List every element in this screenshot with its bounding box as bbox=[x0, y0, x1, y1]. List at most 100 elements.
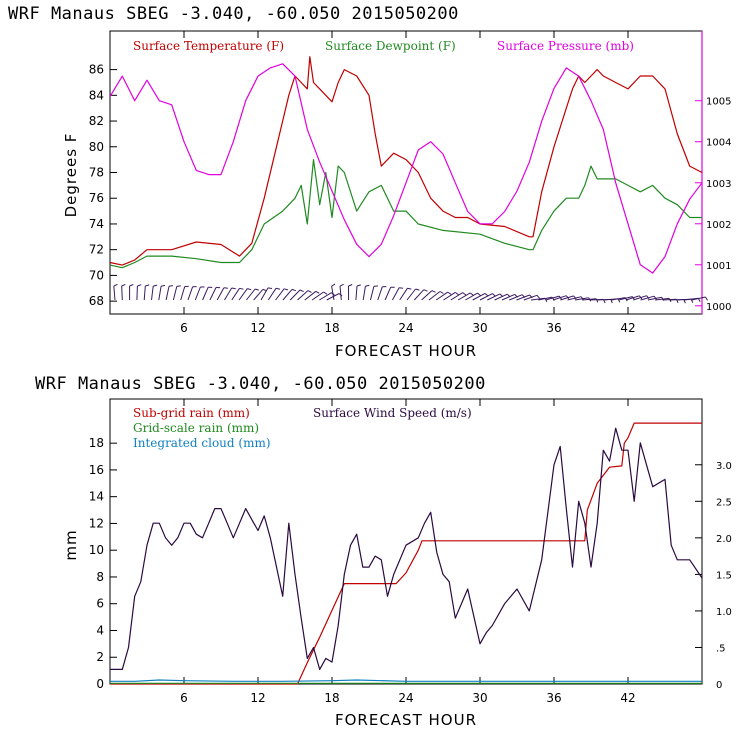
series-line-surface-temperature-f bbox=[109, 56, 703, 266]
y-tick-label: 12 bbox=[89, 516, 104, 530]
wind-barb bbox=[567, 296, 582, 301]
wind-barb bbox=[377, 286, 383, 301]
y-tick-label: 0 bbox=[96, 677, 104, 691]
wind-barb bbox=[662, 298, 677, 301]
y2-tick-label: 1001 bbox=[706, 261, 731, 272]
x-tick-label: 12 bbox=[250, 691, 265, 705]
chart1-title: WRF Manaus SBEG -3.040, -60.050 20150502… bbox=[8, 4, 459, 24]
legend-surface-dewpoint: Surface Dewpoint (F) bbox=[325, 39, 456, 53]
y-tick-label: 8 bbox=[96, 570, 104, 584]
x-tick-label: 6 bbox=[180, 321, 188, 335]
y-tick-label: 78 bbox=[89, 166, 104, 180]
y2-tick-label: 1.5 bbox=[716, 570, 732, 581]
x-tick-label: 30 bbox=[472, 691, 487, 705]
wind-barb bbox=[362, 286, 366, 301]
x-tick-label: 42 bbox=[620, 691, 635, 705]
wind-barb-flag bbox=[223, 287, 228, 289]
wind-barb bbox=[319, 292, 332, 301]
wind-barb bbox=[413, 289, 425, 301]
x-tick-label: 24 bbox=[398, 691, 413, 705]
y2-tick-label: 1000 bbox=[706, 302, 731, 313]
chart2-x-ticks: 6 12 18 24 30 36 42 bbox=[180, 399, 636, 705]
y-tick-label: 86 bbox=[89, 63, 104, 77]
wind-barb-flag bbox=[299, 289, 304, 293]
wind-barb-flag bbox=[356, 284, 361, 287]
wind-barb-flag bbox=[653, 295, 657, 300]
wind-barb bbox=[165, 286, 170, 301]
y-tick-label: 76 bbox=[89, 191, 104, 205]
wind-barb bbox=[618, 296, 633, 301]
wind-barb bbox=[479, 293, 493, 301]
wind-barb bbox=[231, 288, 240, 301]
y-tick-label: 6 bbox=[96, 597, 104, 611]
wind-barb bbox=[494, 293, 508, 301]
wind-barb bbox=[275, 288, 285, 301]
wind-barb bbox=[684, 297, 699, 301]
wind-barb bbox=[246, 288, 256, 301]
legend-integrated-cloud: Integrated cloud (mm) bbox=[133, 436, 271, 450]
wind-barb-flag bbox=[121, 283, 126, 287]
wind-barb bbox=[428, 291, 441, 301]
wind-barb bbox=[421, 290, 433, 301]
wind-barb bbox=[289, 289, 301, 301]
wind-barb bbox=[406, 288, 416, 301]
wind-barb bbox=[691, 296, 706, 301]
wind-barb-flag bbox=[339, 283, 344, 287]
wind-barb bbox=[655, 297, 670, 301]
wind-barb-flag bbox=[239, 287, 244, 290]
chart2-xlabel: FORECAST HOUR bbox=[335, 711, 477, 729]
wind-barb bbox=[501, 293, 515, 301]
wind-barb bbox=[457, 292, 471, 301]
wind-barb bbox=[180, 286, 186, 301]
wind-barb bbox=[625, 295, 640, 301]
wind-barb bbox=[216, 287, 225, 301]
wind-barb-flag bbox=[454, 291, 459, 296]
wind-barb-flag bbox=[247, 288, 252, 291]
wind-barb-flag bbox=[331, 283, 336, 287]
wind-barb bbox=[487, 293, 501, 301]
wind-barb-flag bbox=[113, 283, 118, 287]
wind-barb-flag bbox=[407, 287, 412, 290]
x-tick-label: 18 bbox=[324, 691, 339, 705]
wind-barb-flag bbox=[469, 292, 474, 296]
y2-tick-label: .5 bbox=[716, 643, 726, 654]
wind-barb-flag bbox=[690, 298, 694, 303]
wind-barb bbox=[384, 286, 392, 301]
wind-barb-flag bbox=[399, 287, 404, 289]
wind-barb-flag bbox=[565, 295, 570, 300]
wind-barb bbox=[472, 292, 486, 301]
wind-barb-flag bbox=[323, 291, 328, 295]
series-line-surface-pressure-mb bbox=[109, 63, 703, 274]
wind-barb bbox=[523, 294, 538, 301]
y2-tick-label: 2.5 bbox=[716, 497, 732, 508]
wind-barb bbox=[339, 286, 342, 301]
chart2-y-ticks: 0 2 4 6 8 10 12 14 16 18 bbox=[89, 436, 117, 691]
precipitation-chart: WRF Manaus SBEG -3.040, -60.050 20150502… bbox=[35, 374, 732, 729]
y-tick-label: 4 bbox=[96, 623, 104, 637]
chart1-ylabel: Degrees F bbox=[62, 133, 80, 218]
wind-barb bbox=[311, 291, 324, 301]
y-tick-label: 14 bbox=[89, 490, 104, 504]
chart1-xlabel: FORECAST HOUR bbox=[335, 342, 477, 360]
y2-tick-label: 1003 bbox=[706, 179, 731, 190]
chart2-title: WRF Manaus SBEG -3.040, -60.050 20150502… bbox=[35, 374, 486, 394]
wind-barb bbox=[224, 287, 233, 301]
chart2-y2-ticks: 0 .5 1.0 1.5 2.0 2.5 3.0 bbox=[695, 461, 732, 691]
wind-barb-flag bbox=[267, 287, 273, 289]
wind-barb bbox=[267, 288, 277, 301]
wind-barb bbox=[552, 295, 567, 301]
wind-barb-flag bbox=[439, 291, 444, 294]
y-tick-label: 68 bbox=[89, 294, 104, 308]
wind-barbs bbox=[113, 283, 709, 304]
wind-barb bbox=[151, 286, 154, 301]
y-tick-label: 82 bbox=[89, 114, 104, 128]
y2-tick-label: 1.0 bbox=[716, 607, 732, 618]
wind-barb-flag bbox=[307, 290, 312, 293]
y-tick-label: 80 bbox=[89, 140, 104, 154]
series-line-surface-dewpoint-f bbox=[109, 159, 702, 269]
wind-barb-flag bbox=[176, 285, 181, 287]
y-tick-label: 74 bbox=[89, 217, 104, 231]
wind-barb bbox=[194, 286, 201, 301]
series-line-sub-grid-rain-mm bbox=[110, 422, 702, 685]
